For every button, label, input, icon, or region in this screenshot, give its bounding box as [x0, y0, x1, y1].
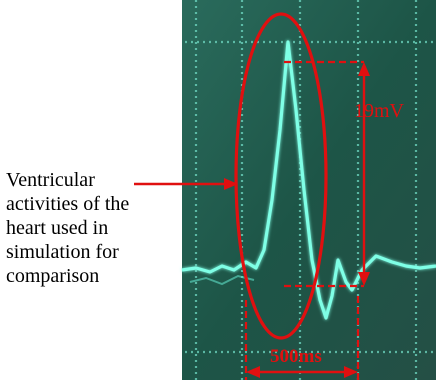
caption-line: Ventricular	[6, 169, 95, 191]
figure-caption: Ventricular activities of the heart used…	[6, 168, 176, 288]
caption-line: activities of the	[6, 193, 130, 215]
amplitude-measure	[284, 60, 370, 288]
caption-line: comparison	[6, 265, 100, 287]
amplitude-label: 19mV	[354, 100, 404, 122]
duration-label: 500ms	[270, 346, 322, 367]
oscilloscope-screen	[182, 0, 436, 380]
qrs-highlight-ellipse	[234, 12, 328, 340]
duration-measure	[244, 296, 360, 380]
caption-line: simulation for	[6, 241, 119, 263]
caption-pointer-arrow	[134, 178, 238, 190]
ecg-trace	[181, 40, 436, 320]
caption-line: heart used in	[6, 217, 109, 239]
lower-trace	[189, 274, 255, 286]
